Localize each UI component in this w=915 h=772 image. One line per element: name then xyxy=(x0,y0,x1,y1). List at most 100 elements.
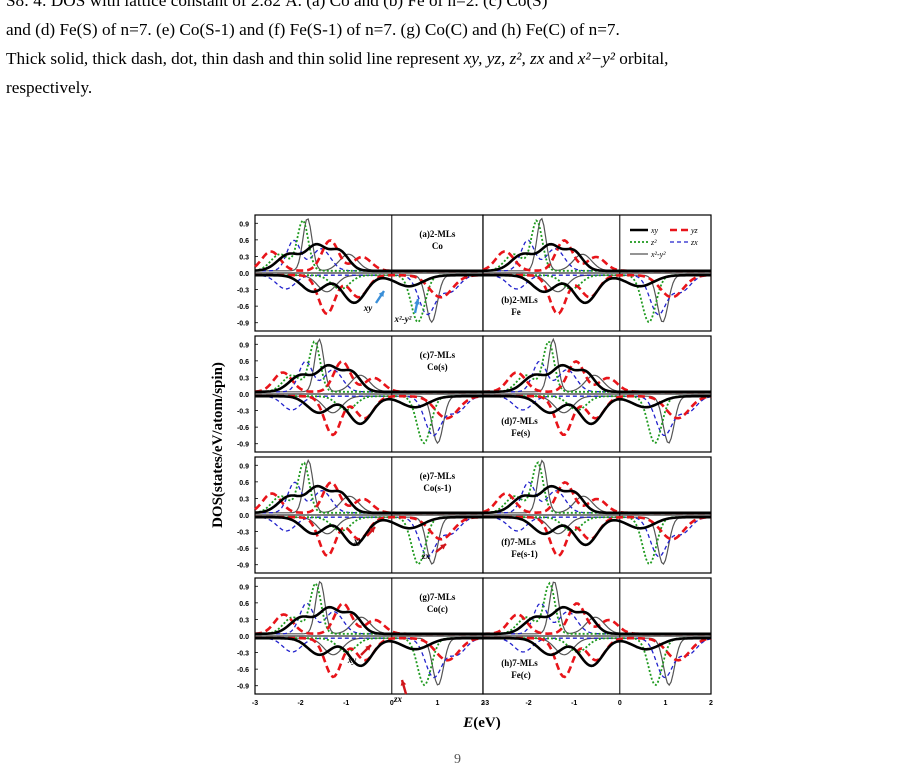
dos-curve-zx-down xyxy=(483,395,712,437)
caption-line-2: Thick solid, thick dash, dot, thin dash … xyxy=(6,49,669,68)
y-tick-label: 0.6 xyxy=(239,238,249,245)
panel-label: (f)7-MLs xyxy=(501,537,536,547)
y-tick-label: -0.9 xyxy=(237,684,249,691)
y-tick-label: 0.9 xyxy=(239,584,249,591)
dos-figure: 0.9 0.6 0.3 0.0 -0.3 -0.6 -0.9 (a)2-MLs Co (b)2-M… xyxy=(210,214,713,731)
dos-curve-z2-up xyxy=(483,219,711,272)
dos-curve-xy-down xyxy=(483,273,711,305)
panel-label: (h)7-MLs xyxy=(501,658,538,668)
dos-curve-xy-up xyxy=(254,242,483,273)
annotation-e-3: zx xyxy=(421,543,447,561)
caption-line-3: respectively. xyxy=(6,78,93,97)
dos-curve-z2-up xyxy=(482,461,711,514)
panel-sublabel: Co xyxy=(432,241,443,251)
dos-panel-a: 0.9 0.6 0.3 0.0 -0.3 -0.6 -0.9 (a)2-MLs Co xyxy=(237,214,484,332)
y-tick-label: 0.9 xyxy=(239,221,249,228)
annotation-label: zx xyxy=(421,551,431,561)
dos-curve-xy-up xyxy=(255,363,483,394)
x-tick-label: 0 xyxy=(390,700,394,707)
y-tick-label: -0.3 xyxy=(237,530,249,537)
annotation-label: xy xyxy=(363,303,374,313)
dos-curve-yz-up xyxy=(254,359,483,394)
legend-label: xy xyxy=(650,226,659,235)
x-tick-label: 1 xyxy=(663,700,667,707)
y-axis-label: DOS(states/eV/atom/spin) xyxy=(210,362,226,528)
legend-label: zx xyxy=(690,238,698,247)
x-tick-label: -2 xyxy=(525,700,531,707)
dos-panel-f: (f)7-MLs Fe(s-1) xyxy=(482,456,712,574)
annotation-g-4: xy xyxy=(347,644,372,665)
dos-curve-xy-down xyxy=(255,636,483,668)
x-tick-label: 2 xyxy=(709,700,713,707)
annotation-g-5: zx xyxy=(393,679,408,704)
panel-label: (d)7-MLs xyxy=(501,416,538,426)
y-tick-label: 0.0 xyxy=(239,513,249,520)
y-tick-label: 0.3 xyxy=(239,496,249,503)
dos-curve-yz-down xyxy=(255,273,484,316)
y-tick-label: 0.6 xyxy=(239,601,249,608)
annotation-a-1: x²-y² xyxy=(394,298,420,324)
y-tick-label: 0.3 xyxy=(239,617,249,624)
annotation-label: x²-y² xyxy=(394,314,412,324)
dos-curve-xy-down xyxy=(255,515,483,547)
panel-label: (e)7-MLs xyxy=(420,471,456,481)
dos-panel-e: 0.9 0.6 0.3 0.0 -0.3 -0.6 -0.9 (e)7-MLs Co(s-1) xyxy=(237,456,484,574)
x-tick-label: -3 xyxy=(252,700,258,707)
caption-line-1: and (d) Fe(S) of n=7. (e) Co(S-1) and (f… xyxy=(6,20,620,39)
legend-label: x²-y² xyxy=(650,250,666,259)
y-tick-label: 0.0 xyxy=(239,392,249,399)
dos-curve-zx-down xyxy=(255,395,484,437)
y-tick-label: -0.6 xyxy=(237,425,249,432)
y-tick-label: -0.3 xyxy=(237,409,249,416)
annotation-label: xy xyxy=(353,536,364,546)
dos-curve-xy-up xyxy=(255,484,483,515)
dos-curve-xy-down xyxy=(483,394,711,426)
y-tick-label: 0.9 xyxy=(239,342,249,349)
legend-label: z² xyxy=(650,238,657,247)
y-tick-label: -0.9 xyxy=(237,442,249,449)
panel-sublabel: Co(c) xyxy=(427,604,448,614)
dos-curve-zx-down xyxy=(483,274,711,316)
dos-curve-xy-down xyxy=(483,636,711,668)
dos-curve-zx-down xyxy=(483,516,712,558)
dos-curve-zx-down xyxy=(255,637,484,679)
annotation-e-2: xy xyxy=(353,526,376,546)
y-tick-label: 0.6 xyxy=(239,359,249,366)
dos-panel-d: (d)7-MLs Fe(s) xyxy=(482,335,712,453)
y-tick-label: 0.9 xyxy=(239,463,249,470)
dos-curve-xy-up xyxy=(483,605,711,636)
annotation-label: zx xyxy=(393,694,403,704)
x-tick-label: -1 xyxy=(571,700,577,707)
y-tick-label: -0.9 xyxy=(237,321,249,328)
dos-curve-zx-down xyxy=(483,637,712,679)
panel-sublabel: Co(s) xyxy=(427,362,448,372)
figure-caption: S8: 4: DOS with lattice constant of 2.82… xyxy=(6,0,911,102)
panel-label: (g)7-MLs xyxy=(419,592,455,602)
dos-curve-yz-down xyxy=(483,273,711,316)
panel-sublabel: Fe(s) xyxy=(511,428,530,438)
x-tick-label: 2 xyxy=(481,700,485,707)
y-tick-label: 0.6 xyxy=(239,480,249,487)
dos-curve-zx-down xyxy=(254,516,484,558)
y-tick-label: -0.3 xyxy=(237,651,249,658)
x-tick-label: -2 xyxy=(297,700,303,707)
dos-panel-b: (b)2-MLs Fe xyxy=(482,214,712,332)
dos-curve-xy-up xyxy=(482,242,711,273)
dos-curve-zx-down xyxy=(255,274,484,316)
dos-curve-yz-up xyxy=(254,239,483,273)
panel-label: (c)7-MLs xyxy=(420,350,456,360)
dos-curve-xy-down xyxy=(483,515,711,547)
x-tick-label: 1 xyxy=(435,700,439,707)
panel-sublabel: Fe xyxy=(511,307,521,317)
y-tick-label: -0.3 xyxy=(237,288,249,295)
panel-sublabel: Fe(s-1) xyxy=(511,549,538,559)
y-tick-label: 0.0 xyxy=(239,634,249,641)
panel-label: (b)2-MLs xyxy=(501,295,538,305)
dos-curve-xy-up xyxy=(483,363,711,394)
y-tick-label: -0.6 xyxy=(237,546,249,553)
y-tick-label: -0.9 xyxy=(237,563,249,570)
legend-label: yz xyxy=(690,226,699,235)
dos-curve-yz-down xyxy=(255,515,484,558)
panel-sublabel: Co(s-1) xyxy=(423,483,451,493)
